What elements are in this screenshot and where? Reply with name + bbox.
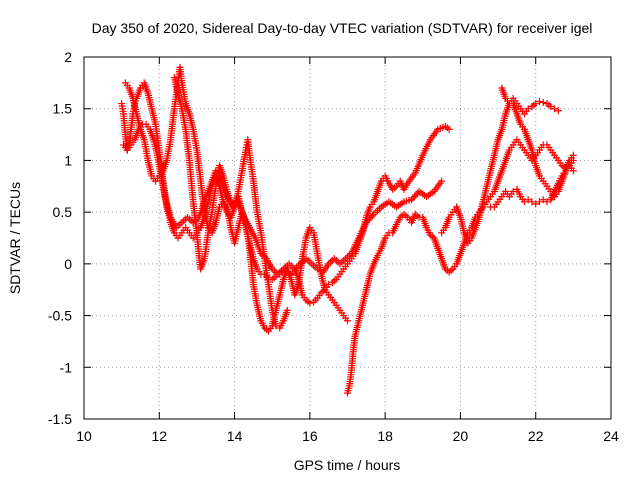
data-marker <box>364 217 372 225</box>
data-point <box>569 156 577 164</box>
y-tick-label: 0 <box>64 256 72 272</box>
series-7 <box>498 84 562 118</box>
y-axis-label: SDTVAR / TECUs <box>7 182 23 294</box>
y-tick-label: 1.5 <box>53 101 73 117</box>
x-tick-label: 22 <box>528 428 544 444</box>
data-point <box>543 198 551 206</box>
x-axis-label: GPS time / hours <box>294 457 401 473</box>
chart-title: Day 350 of 2020, Sidereal Day-to-day VTE… <box>92 20 593 36</box>
data-point <box>407 196 415 204</box>
data-point <box>528 198 536 206</box>
data-point <box>524 105 532 113</box>
data-point <box>283 306 291 314</box>
x-tick-label: 24 <box>603 428 619 444</box>
x-tick-label: 14 <box>227 428 243 444</box>
x-tick-label: 12 <box>151 428 167 444</box>
data-marker <box>367 214 375 222</box>
x-tick-label: 10 <box>76 428 92 444</box>
y-tick-label: 1 <box>64 152 72 168</box>
series-2 <box>120 120 446 278</box>
data-point <box>539 196 547 204</box>
data-point <box>539 99 547 107</box>
y-tick-label: -1.5 <box>48 411 72 427</box>
x-tick-label: 18 <box>377 428 393 444</box>
data-point <box>535 198 543 206</box>
data-point <box>306 299 314 307</box>
data-point <box>551 105 559 113</box>
y-tick-label: -0.5 <box>48 308 72 324</box>
data-point <box>532 100 540 108</box>
x-tick-label: 16 <box>302 428 318 444</box>
data-point <box>445 125 453 133</box>
data-marker <box>365 215 373 223</box>
data-point <box>344 317 351 325</box>
y-axis-ticks: -1.5 -1 -0.5 0 0.5 1 1.5 2 <box>48 49 611 427</box>
data-marker <box>411 192 419 200</box>
data-point <box>325 281 333 289</box>
x-tick-label: 20 <box>453 428 469 444</box>
data-point <box>569 167 577 175</box>
data-point <box>524 196 532 204</box>
data-point <box>362 218 370 226</box>
data-marker <box>409 194 417 202</box>
series-4 <box>170 74 291 332</box>
plot-frame <box>83 56 612 420</box>
data-point <box>520 198 528 206</box>
data-point <box>532 200 540 208</box>
y-tick-label: 0.5 <box>53 204 73 220</box>
series-5 <box>344 136 577 397</box>
y-tick-label: 2 <box>64 49 72 65</box>
x-axis-ticks: 10 12 14 16 18 20 22 24 <box>76 57 619 444</box>
series-8 <box>487 156 577 211</box>
data-marker <box>412 191 420 199</box>
data-series <box>118 63 577 397</box>
series-6 <box>438 100 577 247</box>
data-point <box>554 107 562 115</box>
data-point <box>438 177 446 185</box>
grid-lines <box>84 57 611 419</box>
data-marker <box>368 212 376 220</box>
data-point <box>547 103 555 111</box>
data-point <box>535 97 543 105</box>
y-tick-label: -1 <box>60 359 73 375</box>
series-3 <box>121 63 351 335</box>
